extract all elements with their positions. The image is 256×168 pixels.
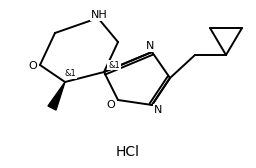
- Text: N: N: [146, 41, 154, 51]
- Text: N: N: [154, 105, 162, 115]
- Polygon shape: [48, 82, 65, 110]
- Text: O: O: [29, 61, 37, 71]
- Text: &1: &1: [108, 60, 120, 70]
- Text: HCl: HCl: [116, 145, 140, 159]
- Text: NH: NH: [91, 10, 107, 20]
- Text: O: O: [107, 100, 115, 110]
- Text: &1: &1: [64, 70, 76, 78]
